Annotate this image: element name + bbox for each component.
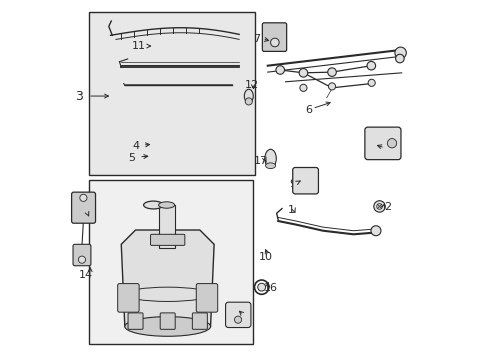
Bar: [159, 205, 175, 248]
Circle shape: [395, 54, 404, 63]
FancyBboxPatch shape: [292, 167, 318, 194]
FancyBboxPatch shape: [364, 127, 400, 159]
Text: 8: 8: [385, 144, 392, 154]
Circle shape: [257, 283, 265, 291]
Circle shape: [299, 84, 306, 91]
FancyBboxPatch shape: [71, 192, 95, 223]
Text: 10: 10: [259, 252, 272, 262]
Circle shape: [78, 256, 85, 263]
Circle shape: [327, 68, 336, 76]
Ellipse shape: [265, 163, 275, 168]
Bar: [89, 12, 255, 175]
Circle shape: [234, 316, 241, 323]
FancyBboxPatch shape: [150, 234, 184, 246]
Text: 1: 1: [287, 205, 294, 215]
Text: 6: 6: [305, 105, 312, 115]
Text: 3: 3: [75, 90, 83, 103]
Bar: [89, 180, 253, 344]
Text: 2: 2: [383, 202, 390, 212]
Ellipse shape: [264, 149, 276, 168]
Circle shape: [328, 83, 335, 90]
Circle shape: [275, 66, 284, 74]
Ellipse shape: [158, 202, 174, 208]
Ellipse shape: [124, 317, 210, 336]
Text: 13: 13: [76, 209, 90, 219]
Polygon shape: [121, 230, 214, 327]
FancyBboxPatch shape: [118, 284, 139, 312]
Ellipse shape: [244, 89, 253, 103]
FancyBboxPatch shape: [262, 23, 286, 51]
FancyBboxPatch shape: [225, 302, 250, 328]
Text: 5: 5: [128, 153, 135, 163]
Circle shape: [376, 203, 382, 209]
Text: 15: 15: [232, 312, 245, 323]
Text: 4: 4: [132, 141, 139, 151]
Circle shape: [366, 62, 375, 70]
Circle shape: [299, 68, 307, 77]
Text: 9: 9: [288, 179, 296, 189]
Ellipse shape: [143, 201, 163, 209]
Text: 14: 14: [78, 270, 92, 280]
Text: 16: 16: [264, 283, 278, 293]
Circle shape: [370, 226, 380, 236]
FancyBboxPatch shape: [128, 313, 143, 329]
FancyBboxPatch shape: [73, 244, 91, 266]
Circle shape: [394, 47, 406, 59]
Text: 12: 12: [244, 80, 258, 90]
Circle shape: [244, 98, 252, 105]
FancyBboxPatch shape: [192, 313, 207, 329]
Text: 7: 7: [253, 34, 260, 44]
Circle shape: [80, 194, 87, 202]
Circle shape: [270, 38, 279, 47]
FancyBboxPatch shape: [196, 284, 217, 312]
Circle shape: [373, 201, 385, 212]
Text: 11: 11: [132, 41, 146, 51]
FancyBboxPatch shape: [160, 313, 175, 329]
Circle shape: [367, 79, 374, 86]
Circle shape: [386, 139, 396, 148]
Text: 17: 17: [253, 156, 267, 166]
